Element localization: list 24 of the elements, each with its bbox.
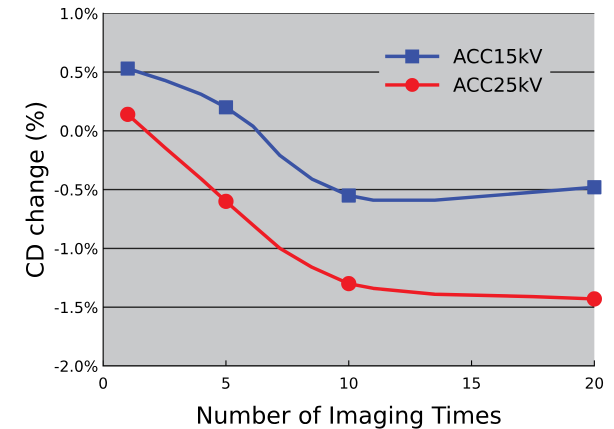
legend-label: ACC25kV — [453, 76, 542, 92]
point — [586, 291, 602, 307]
y-axis-title: CD change (%) — [26, 102, 48, 278]
point — [218, 194, 234, 210]
point — [341, 276, 356, 292]
point — [120, 61, 135, 76]
y-tick-label: 0.0% — [60, 125, 98, 137]
x-axis-title: Number of Imaging Times — [198, 406, 501, 429]
x-tick-label: 15 — [464, 378, 480, 389]
y-tick-label: -1.5% — [54, 302, 98, 314]
y-tick-label: 1.0% — [61, 8, 98, 20]
x-tick-label: 10 — [340, 377, 358, 389]
x-tick-label: 5 — [222, 378, 230, 389]
x-tick-label: 20 — [586, 377, 604, 389]
point — [120, 106, 136, 122]
legend-label: ACC15kV — [453, 48, 542, 64]
y-tick-label: 0.5% — [60, 66, 98, 78]
point — [342, 188, 356, 203]
x-tick-label: 0 — [99, 377, 107, 389]
y-tick-label: -0.5% — [54, 184, 98, 196]
point — [218, 100, 234, 114]
point — [587, 180, 602, 194]
y-tick-label: -1.0% — [54, 242, 98, 254]
y-tick-label: -2.0% — [54, 360, 98, 372]
